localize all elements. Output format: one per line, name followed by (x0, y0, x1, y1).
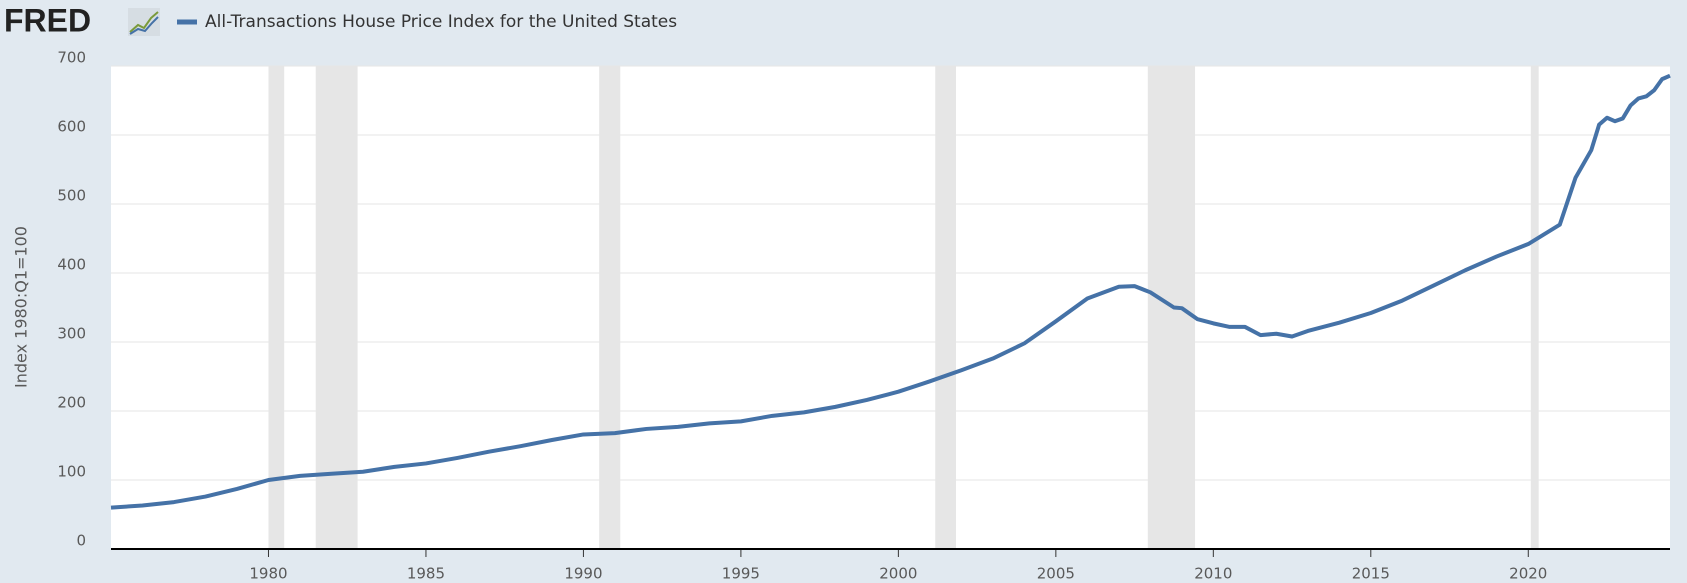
x-tick-label: 1995 (722, 565, 760, 583)
legend-label: All-Transactions House Price Index for t… (205, 12, 677, 32)
y-axis-label: Index 1980:Q1=100 (12, 226, 31, 388)
recession-band (599, 66, 621, 549)
recession-band (935, 66, 957, 549)
y-tick-label: 300 (57, 325, 86, 343)
y-tick-label: 100 (57, 463, 86, 481)
y-tick-label: 200 (57, 394, 86, 412)
x-tick-label: 1990 (564, 565, 602, 583)
y-tick-label: 600 (57, 118, 86, 136)
logo-icon-line (129, 11, 159, 33)
recession-band (1530, 66, 1539, 549)
x-tick-label: 2010 (1194, 565, 1232, 583)
x-tick-label: 1980 (249, 565, 287, 583)
x-tick-label: 2000 (879, 565, 917, 583)
x-tick-label: 2020 (1509, 565, 1547, 583)
y-tick-label: 500 (57, 187, 86, 205)
recession-band (315, 66, 358, 549)
recession-band (268, 66, 285, 549)
x-tick-label: 1985 (407, 565, 445, 583)
x-tick-label: 2005 (1037, 565, 1075, 583)
series-line (110, 73, 1671, 510)
y-tick-label: 0 (76, 532, 86, 550)
y-tick-label: 700 (57, 49, 86, 67)
x-tick-label: 2015 (1352, 565, 1390, 583)
y-tick-label: 400 (57, 256, 86, 274)
logo-icon (128, 8, 160, 36)
logo-icon-line (129, 16, 159, 35)
brand-logo: FRED (4, 2, 91, 38)
